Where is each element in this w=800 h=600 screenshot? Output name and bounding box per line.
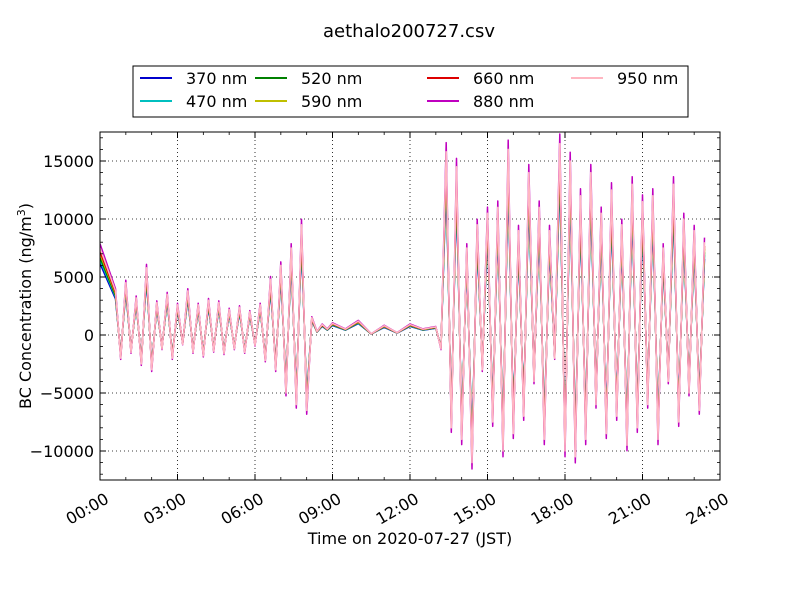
x-tick-label: 06:00 [218,489,267,529]
y-axis-label: BC Concentration (ng/m3) [15,203,35,409]
x-tick-label: 09:00 [295,489,344,529]
x-tick-label: 24:00 [683,489,732,529]
y-axis-label-main: BC Concentration (ng/m [16,216,35,409]
x-tick-label: 15:00 [450,489,499,529]
legend-box [132,65,689,118]
legend-label: 370 nm [186,69,247,88]
y-axis-label-sup: 3 [15,209,28,216]
legend-label: 660 nm [473,69,534,88]
y-tick-label: 15000 [43,152,94,171]
y-tick-label: 0 [84,326,94,345]
x-tick-label: 12:00 [373,489,422,529]
y-tick-label: −10000 [30,442,94,461]
legend-label: 880 nm [473,92,534,111]
series-layer [100,133,706,470]
legend-label: 470 nm [186,92,247,111]
x-tick-label: 18:00 [528,489,577,529]
ticks: 00:00 03:00 06:00 09:00 12:00 15:00 18:00 21:00… [30,132,732,529]
x-axis-label: Time on 2020-07-27 (JST) [307,529,512,548]
legend-label: 520 nm [301,69,362,88]
x-tick-label: 00:00 [63,489,112,529]
legend: 370 nm 470 nm 520 nm 590 nm 660 nm 880 nm 950 … [132,65,689,118]
y-tick-label: −5000 [40,384,94,403]
y-axis-label-tail: ) [16,203,35,209]
y-tick-label: 10000 [43,210,94,229]
x-tick-label: 03:00 [140,489,189,529]
legend-label: 950 nm [617,69,678,88]
chart-title: aethalo200727.csv [323,21,495,42]
legend-label: 590 nm [301,92,362,111]
y-tick-label: 5000 [53,268,94,287]
series-line [100,142,706,464]
x-tick-label: 21:00 [605,489,654,529]
